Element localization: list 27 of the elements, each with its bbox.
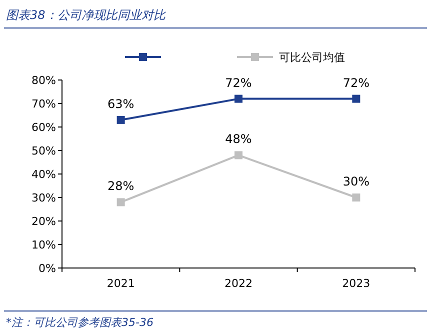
x-tick-label: 2021 (106, 277, 135, 290)
data-label: 48% (225, 132, 252, 146)
point (352, 194, 360, 202)
y-tick-label: 30% (32, 192, 56, 204)
y-tick-label: 0% (38, 262, 56, 275)
y-tick-label: 40% (32, 168, 56, 181)
data-label: 72% (342, 76, 370, 90)
data-label: 72% (225, 76, 252, 90)
chart-title: 图表38：公司净现比同业对比 (6, 8, 166, 22)
point (116, 116, 125, 124)
data-label: 63% (107, 96, 134, 111)
y-tick-label: 60% (32, 121, 56, 134)
point (352, 94, 360, 103)
legend-label: 可比公司均值 (279, 51, 345, 64)
point (234, 151, 242, 160)
point (116, 198, 125, 206)
x-tick-label: 2023 (342, 277, 370, 290)
y-tick-label: 70% (32, 98, 56, 110)
data-label: 30% (342, 174, 370, 188)
text: *注：可比公司参考图表35-36 (6, 316, 154, 329)
y-tick-label: 20% (32, 215, 56, 228)
y-tick-label: 50% (32, 144, 56, 158)
y-tick-label: 10% (32, 238, 56, 252)
data-label: 28% (107, 179, 134, 194)
x-tick-label: 2022 (224, 277, 252, 290)
point (234, 94, 242, 103)
y-tick-label: 80% (32, 74, 56, 87)
